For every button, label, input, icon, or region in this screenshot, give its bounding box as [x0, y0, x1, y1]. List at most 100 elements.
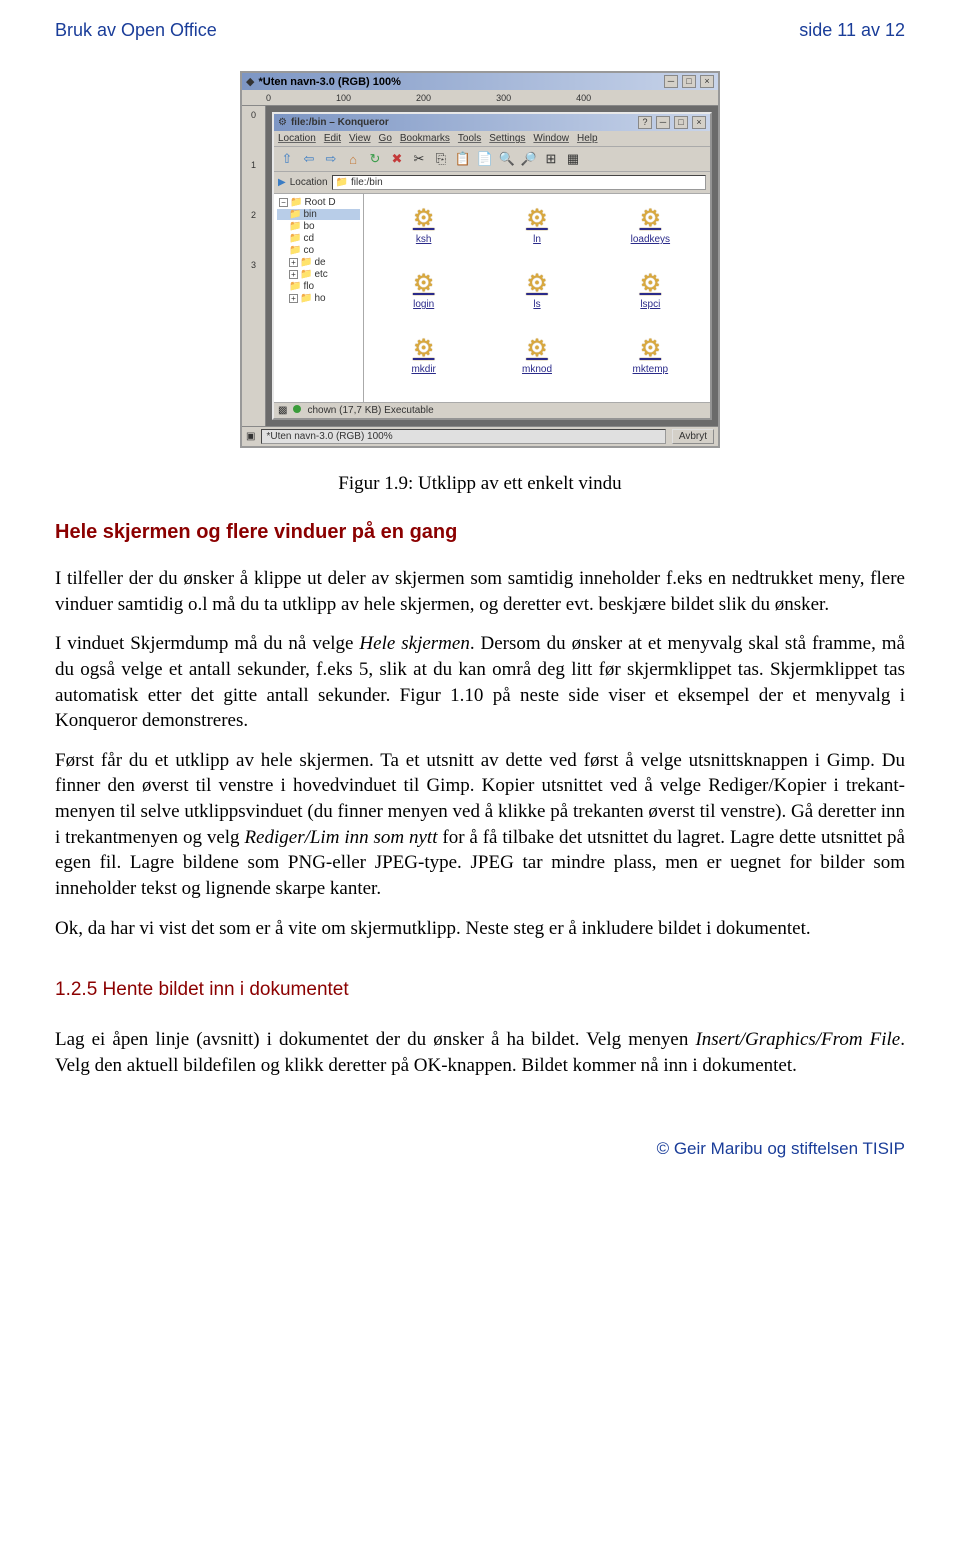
menu-help[interactable]: Help	[577, 133, 598, 144]
file-item[interactable]: ⚙login	[372, 269, 475, 324]
file-list: ⚙ksh⚙ln⚙loadkeys⚙login⚙ls⚙lspci⚙mkdir⚙mk…	[364, 194, 710, 402]
close-button[interactable]: ×	[692, 116, 706, 129]
file-item[interactable]: ⚙ksh	[372, 204, 475, 259]
tree-label: ho	[314, 293, 325, 304]
text-run: I vinduet Skjermdump må du nå velge	[55, 633, 359, 654]
header-left: Bruk av Open Office	[55, 20, 217, 41]
ruler-mark: 1	[251, 160, 256, 170]
file-label: mktemp	[633, 364, 669, 375]
menu-bookmarks[interactable]: Bookmarks	[400, 133, 450, 144]
ruler-mark: 400	[576, 93, 591, 103]
maximize-button[interactable]: □	[682, 75, 696, 88]
menu-view[interactable]: View	[349, 133, 371, 144]
tree-label: bin	[303, 209, 316, 220]
minimize-button[interactable]: ─	[656, 116, 670, 129]
file-label: lspci	[640, 299, 660, 310]
back-icon[interactable]: ⇦	[300, 150, 318, 168]
tree-item[interactable]: 📁co	[277, 245, 360, 256]
file-label: ln	[533, 234, 541, 245]
icon-view-icon[interactable]: ⊞	[542, 150, 560, 168]
up-icon[interactable]: ⇧	[278, 150, 296, 168]
status-dot-icon	[293, 405, 301, 413]
close-button[interactable]: ×	[700, 75, 714, 88]
app-icon: ⚙	[278, 117, 287, 128]
konqueror-body: −📁Root D📁bin📁bo📁cd📁co+📁de+📁etc📁flo+📁ho ⚙…	[274, 194, 710, 402]
file-item[interactable]: ⚙mktemp	[599, 334, 702, 389]
copy-icon[interactable]: ⎘	[432, 150, 450, 168]
gimp-title: *Uten navn-3.0 (RGB) 100%	[258, 76, 660, 88]
location-value: file:/bin	[351, 177, 383, 188]
status-grip-icon: ▩	[278, 405, 287, 416]
menu-edit[interactable]: Edit	[324, 133, 341, 144]
reload-icon[interactable]: ↻	[366, 150, 384, 168]
corner-icon: ▣	[246, 431, 255, 442]
expand-icon[interactable]: +	[289, 258, 298, 267]
gear-icon: ⚙	[410, 269, 438, 297]
cancel-button[interactable]: Avbryt	[672, 429, 714, 444]
file-label: mknod	[522, 364, 552, 375]
file-item[interactable]: ⚙ln	[485, 204, 588, 259]
tree-item[interactable]: 📁bin	[277, 209, 360, 220]
minimize-button[interactable]: ─	[664, 75, 678, 88]
page-footer: © Geir Maribu og stiftelsen TISIP	[55, 1139, 905, 1159]
file-item[interactable]: ⚙mknod	[485, 334, 588, 389]
gimp-titlebar: ◆ *Uten navn-3.0 (RGB) 100% ─ □ ×	[242, 73, 718, 90]
menu-go[interactable]: Go	[379, 133, 392, 144]
tree-label: flo	[303, 281, 314, 292]
zoom-out-icon[interactable]: 🔎	[520, 150, 538, 168]
folder-icon: 📁	[289, 209, 301, 220]
tree-item[interactable]: 📁cd	[277, 233, 360, 244]
folder-icon: 📁	[289, 221, 301, 232]
help-button[interactable]: ?	[638, 116, 652, 129]
paragraph: Lag ei åpen linje (avsnitt) i dokumentet…	[55, 1027, 905, 1078]
home-icon[interactable]: ⌂	[344, 150, 362, 168]
forward-icon[interactable]: ⇨	[322, 150, 340, 168]
tree-item[interactable]: −📁Root D	[277, 197, 360, 208]
folder-icon: 📁	[289, 233, 301, 244]
tree-label: etc	[314, 269, 327, 280]
menu-location[interactable]: Location	[278, 133, 316, 144]
vertical-ruler: 0 1 2 3	[242, 106, 266, 426]
tree-item[interactable]: +📁etc	[277, 269, 360, 280]
tree-label: cd	[303, 233, 314, 244]
file-item[interactable]: ⚙mkdir	[372, 334, 475, 389]
gear-icon: ⚙	[410, 204, 438, 232]
expand-icon[interactable]: −	[279, 198, 288, 207]
stop-icon[interactable]: ✖	[388, 150, 406, 168]
folder-icon: 📁	[290, 197, 302, 208]
location-label: Location	[290, 177, 328, 188]
file-item[interactable]: ⚙ls	[485, 269, 588, 324]
text-run: Lag ei åpen linje (avsnitt) i dokumentet…	[55, 1029, 695, 1050]
maximize-button[interactable]: □	[674, 116, 688, 129]
tree-item[interactable]: 📁bo	[277, 221, 360, 232]
expand-icon[interactable]: +	[289, 270, 298, 279]
menu-tools[interactable]: Tools	[458, 133, 481, 144]
tree-item[interactable]: +📁ho	[277, 293, 360, 304]
tree-item[interactable]: 📁flo	[277, 281, 360, 292]
gimp-statusbar: ▣ *Uten navn-3.0 (RGB) 100% Avbryt	[242, 426, 718, 446]
expand-icon[interactable]: +	[289, 294, 298, 303]
text-italic: Rediger/Lim inn som nytt	[244, 827, 437, 848]
zoom-in-icon[interactable]: 🔍	[498, 150, 516, 168]
paste-icon[interactable]: 📋	[454, 150, 472, 168]
tree-item[interactable]: +📁de	[277, 257, 360, 268]
menu-settings[interactable]: Settings	[489, 133, 525, 144]
page-header: Bruk av Open Office side 11 av 12	[55, 20, 905, 41]
file-item[interactable]: ⚙lspci	[599, 269, 702, 324]
paragraph: Først får du et utklipp av hele skjermen…	[55, 748, 905, 902]
folder-icon: 📁	[289, 245, 301, 256]
cut-icon[interactable]: ✂	[410, 150, 428, 168]
location-arrow-icon[interactable]: ▶	[278, 177, 286, 188]
print-icon[interactable]: 📄	[476, 150, 494, 168]
konqueror-statusbar: ▩ chown (17,7 KB) Executable	[274, 402, 710, 418]
file-item[interactable]: ⚙loadkeys	[599, 204, 702, 259]
folder-icon: 📁	[300, 293, 312, 304]
list-view-icon[interactable]: ▦	[564, 150, 582, 168]
ruler-mark: 0	[251, 110, 256, 120]
folder-icon: 📁	[300, 269, 312, 280]
horizontal-ruler: 0 100 200 300 400	[242, 90, 718, 106]
location-input[interactable]: 📁 file:/bin	[332, 175, 706, 190]
paragraph: Ok, da har vi vist det som er å vite om …	[55, 916, 905, 942]
menu-window[interactable]: Window	[533, 133, 569, 144]
tree-label: de	[314, 257, 325, 268]
